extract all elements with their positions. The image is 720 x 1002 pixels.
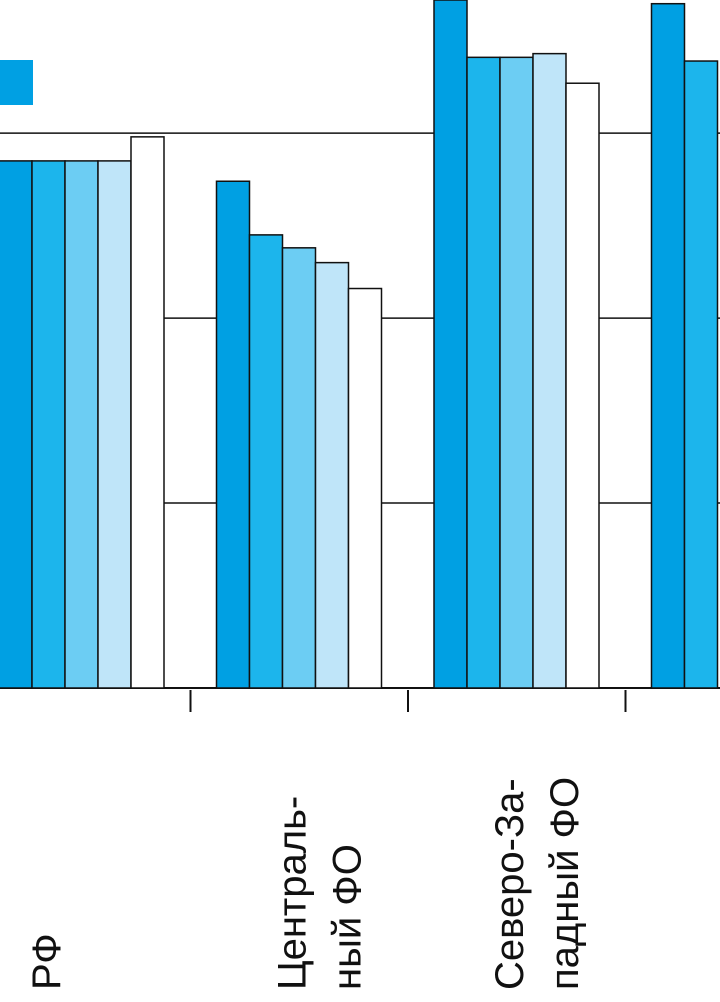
legend-swatch [0,60,33,105]
bar [248,234,284,689]
bar [31,160,66,689]
bar [683,60,719,689]
x-tick-label: ный ФО [326,844,370,990]
bar [0,160,33,689]
x-tick-label: Централь- [271,796,315,990]
x-tick-label: падный ФО [543,777,587,990]
x-tick-label: Северо-За- [488,778,532,990]
bar [466,56,501,689]
bar [64,160,99,689]
bar [499,56,534,689]
bar [281,247,317,689]
bar [565,82,600,689]
x-tick-label: РФ [25,933,69,990]
bar [650,2,686,689]
bar [97,160,132,689]
bar [314,261,350,689]
bar [347,287,383,689]
bar [130,136,165,689]
bar [215,180,251,689]
bar [532,52,567,689]
bar [433,0,468,689]
